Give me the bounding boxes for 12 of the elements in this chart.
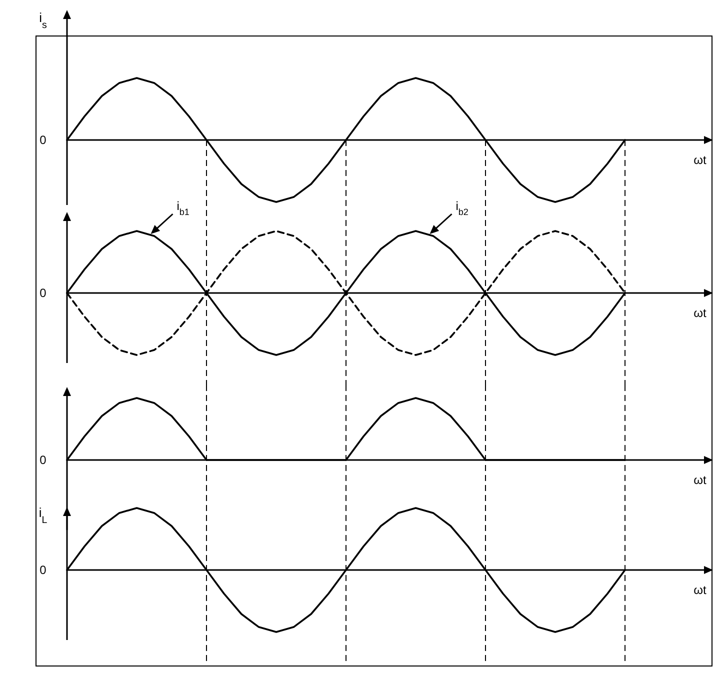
x-axis-title: ωt: [694, 473, 708, 487]
text: 0: [40, 453, 47, 467]
text: 0: [40, 286, 47, 300]
y-axis-title: i$_{L}$: [38, 505, 48, 526]
x-axis-title: ωt: [694, 583, 708, 597]
text: 0: [40, 563, 47, 577]
text: 0: [40, 133, 47, 147]
annotation: i$_{b2}$: [456, 199, 468, 217]
x-axis-title: ωt: [694, 153, 708, 167]
y-axis-title: i$_{s}$: [39, 10, 48, 30]
annotation: i$_{b1}$: [176, 199, 190, 217]
x-axis-title: ωt: [694, 306, 708, 320]
